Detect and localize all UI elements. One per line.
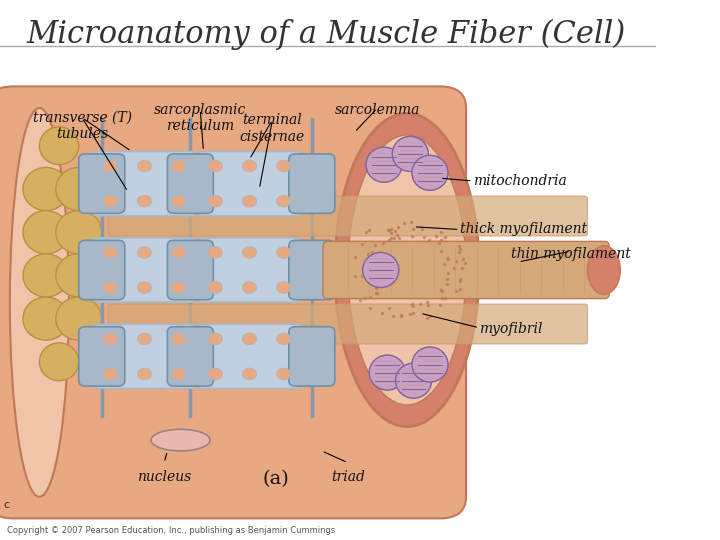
Ellipse shape xyxy=(208,246,222,258)
FancyBboxPatch shape xyxy=(78,154,125,213)
Ellipse shape xyxy=(171,195,186,207)
Ellipse shape xyxy=(276,246,291,258)
Ellipse shape xyxy=(171,368,186,380)
Ellipse shape xyxy=(276,368,291,380)
Ellipse shape xyxy=(208,195,222,207)
Text: sarcoplasmic
reticulum: sarcoplasmic reticulum xyxy=(154,103,246,133)
Ellipse shape xyxy=(366,147,402,183)
Text: (a): (a) xyxy=(262,470,289,488)
FancyBboxPatch shape xyxy=(78,240,125,300)
Text: mitochondria: mitochondria xyxy=(472,174,567,188)
Ellipse shape xyxy=(242,281,256,293)
Ellipse shape xyxy=(103,281,117,293)
FancyBboxPatch shape xyxy=(91,151,198,215)
Text: Microanatomy of a Muscle Fiber (Cell): Microanatomy of a Muscle Fiber (Cell) xyxy=(26,19,626,50)
Text: myofibril: myofibril xyxy=(480,322,543,336)
Ellipse shape xyxy=(276,160,291,172)
Ellipse shape xyxy=(242,160,256,172)
Ellipse shape xyxy=(151,429,210,451)
Ellipse shape xyxy=(208,368,222,380)
FancyBboxPatch shape xyxy=(91,324,198,388)
Ellipse shape xyxy=(276,333,291,345)
Text: thick myofilament: thick myofilament xyxy=(459,222,587,237)
Ellipse shape xyxy=(276,195,291,207)
FancyBboxPatch shape xyxy=(91,238,198,302)
Text: transverse (T)
tubules: transverse (T) tubules xyxy=(32,111,132,141)
Ellipse shape xyxy=(103,333,117,345)
Ellipse shape xyxy=(242,333,256,345)
Ellipse shape xyxy=(395,363,431,399)
FancyBboxPatch shape xyxy=(167,327,213,386)
Ellipse shape xyxy=(208,333,222,345)
Ellipse shape xyxy=(23,254,69,297)
Ellipse shape xyxy=(138,195,152,207)
FancyBboxPatch shape xyxy=(289,240,335,300)
FancyBboxPatch shape xyxy=(167,154,213,213)
Ellipse shape xyxy=(171,281,186,293)
Ellipse shape xyxy=(171,246,186,258)
Ellipse shape xyxy=(103,246,117,258)
Ellipse shape xyxy=(10,108,69,497)
Ellipse shape xyxy=(138,281,152,293)
FancyBboxPatch shape xyxy=(289,154,335,213)
Ellipse shape xyxy=(40,127,78,165)
Ellipse shape xyxy=(103,368,117,380)
Ellipse shape xyxy=(348,135,466,405)
FancyBboxPatch shape xyxy=(323,241,609,299)
Ellipse shape xyxy=(369,355,405,390)
Ellipse shape xyxy=(276,281,291,293)
Ellipse shape xyxy=(392,137,428,172)
Ellipse shape xyxy=(242,246,256,258)
Text: nucleus: nucleus xyxy=(137,470,192,484)
Ellipse shape xyxy=(138,246,152,258)
FancyBboxPatch shape xyxy=(108,196,588,236)
FancyBboxPatch shape xyxy=(108,304,588,344)
FancyBboxPatch shape xyxy=(167,240,213,300)
FancyBboxPatch shape xyxy=(108,250,588,290)
Ellipse shape xyxy=(412,155,448,190)
Ellipse shape xyxy=(242,368,256,380)
FancyBboxPatch shape xyxy=(289,327,335,386)
Ellipse shape xyxy=(242,195,256,207)
Text: thin myofilament: thin myofilament xyxy=(511,247,631,261)
Ellipse shape xyxy=(171,333,186,345)
Text: terminal
cisternae: terminal cisternae xyxy=(240,113,305,144)
FancyBboxPatch shape xyxy=(196,324,303,388)
Ellipse shape xyxy=(208,160,222,172)
Ellipse shape xyxy=(55,167,102,211)
Ellipse shape xyxy=(55,211,102,254)
Ellipse shape xyxy=(23,167,69,211)
Text: sarcolemma: sarcolemma xyxy=(335,103,420,117)
Ellipse shape xyxy=(138,333,152,345)
Ellipse shape xyxy=(412,347,448,382)
Ellipse shape xyxy=(103,160,117,172)
Ellipse shape xyxy=(55,254,102,297)
Ellipse shape xyxy=(55,297,102,340)
Ellipse shape xyxy=(208,281,222,293)
Ellipse shape xyxy=(335,113,480,427)
Text: triad: triad xyxy=(331,470,365,484)
FancyBboxPatch shape xyxy=(196,238,303,302)
Ellipse shape xyxy=(171,160,186,172)
FancyBboxPatch shape xyxy=(196,151,303,215)
Text: c: c xyxy=(4,500,9,510)
Ellipse shape xyxy=(23,211,69,254)
Ellipse shape xyxy=(588,246,621,294)
FancyBboxPatch shape xyxy=(78,327,125,386)
Ellipse shape xyxy=(363,252,399,287)
FancyBboxPatch shape xyxy=(0,86,466,518)
Ellipse shape xyxy=(103,195,117,207)
Ellipse shape xyxy=(138,368,152,380)
Ellipse shape xyxy=(23,297,69,340)
Ellipse shape xyxy=(40,343,78,381)
Ellipse shape xyxy=(138,160,152,172)
Text: Copyright © 2007 Pearson Education, Inc., publishing as Benjamin Cummings: Copyright © 2007 Pearson Education, Inc.… xyxy=(6,525,335,535)
